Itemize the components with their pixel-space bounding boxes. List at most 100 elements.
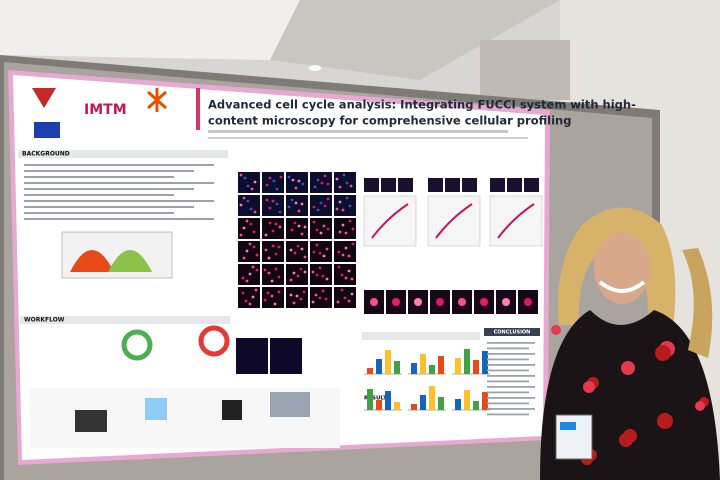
cell: [242, 226, 246, 230]
cell: [266, 291, 270, 295]
cell: [296, 244, 300, 248]
cell: [272, 179, 276, 183]
cell: [321, 274, 325, 278]
cell: [341, 208, 345, 212]
cell: [242, 256, 246, 260]
cell: [347, 254, 351, 258]
cell: [292, 271, 296, 275]
cell: [321, 289, 325, 293]
text-block: [487, 342, 535, 416]
cell: [290, 228, 294, 232]
cell: [239, 233, 243, 237]
cell: [436, 298, 444, 306]
text-line: [487, 353, 535, 355]
text-line: [24, 194, 174, 196]
cell: [316, 208, 320, 212]
flower: [583, 381, 595, 393]
chart-bar: [438, 397, 444, 410]
text-line: [24, 212, 174, 214]
section-heading: RESULTS: [364, 396, 391, 402]
text-line: [487, 364, 535, 366]
cell: [313, 185, 317, 189]
cell: [245, 279, 249, 283]
cell: [243, 176, 247, 180]
cell: [249, 207, 253, 211]
text-line: [24, 218, 214, 220]
face: [594, 232, 650, 304]
cell: [265, 198, 269, 202]
cell: [323, 204, 327, 208]
flower: [619, 433, 633, 447]
cell: [248, 302, 252, 306]
plot: [427, 195, 481, 247]
text-block: [24, 164, 214, 220]
cell: [279, 175, 283, 179]
chart-bar: [376, 359, 382, 374]
cell: [268, 176, 272, 180]
cell: [246, 184, 250, 188]
cell: [271, 229, 275, 233]
cell: [294, 186, 298, 190]
cell: [245, 219, 249, 223]
cell: [303, 225, 307, 229]
cell: [300, 232, 304, 236]
cell: [343, 296, 347, 300]
section-heading: CONCLUSION: [494, 330, 531, 336]
cell: [275, 202, 279, 206]
cell: [347, 299, 351, 303]
poster-title: Advanced cell cycle analysis: Integratin…: [208, 98, 636, 112]
micro-image: [334, 218, 356, 239]
thumb: [445, 178, 460, 192]
chart-bar: [455, 358, 461, 374]
cell: [267, 271, 271, 275]
hair-strand: [682, 248, 713, 358]
micro-image: [310, 241, 332, 262]
affiliation-line: [208, 137, 528, 139]
plot: [363, 195, 417, 247]
badge-logo: [560, 422, 576, 430]
text-line: [24, 176, 174, 178]
chart-bar: [473, 401, 479, 410]
cell: [319, 201, 323, 205]
chart-bar: [420, 354, 426, 374]
cell: [293, 251, 297, 255]
cell: [312, 220, 316, 224]
fucci-curve-red: [70, 250, 114, 272]
thumb: [507, 178, 522, 192]
cell: [297, 179, 301, 183]
cell: [253, 180, 257, 184]
micro-image: [238, 218, 260, 239]
ceiling-shadow: [270, 0, 560, 80]
cell: [277, 275, 281, 279]
cell: [326, 227, 330, 231]
chart-bar: [385, 391, 391, 410]
cell: [254, 288, 258, 292]
results-charts: [364, 349, 490, 411]
chart-bar: [473, 360, 479, 374]
cell: [302, 290, 306, 294]
image-panels: [236, 178, 543, 374]
cell: [338, 200, 342, 204]
cell: [312, 205, 316, 209]
cell: [275, 187, 279, 191]
micro-image: [334, 241, 356, 262]
cell: [299, 267, 303, 271]
cell: [314, 293, 318, 297]
thumb: [381, 178, 396, 192]
cell: [255, 268, 259, 272]
text-line: [487, 391, 529, 394]
cell: [342, 173, 346, 177]
cell: [270, 279, 274, 283]
cell: [277, 290, 281, 294]
cell: [303, 255, 307, 259]
workflow-icon: [222, 400, 242, 420]
eu-flag: [34, 122, 60, 138]
text-line: [24, 182, 214, 184]
text-line: [487, 375, 535, 377]
flower: [657, 413, 673, 429]
micro-image: [286, 218, 308, 239]
cell: [324, 297, 328, 301]
cell: [348, 204, 352, 208]
smile: [598, 280, 646, 293]
